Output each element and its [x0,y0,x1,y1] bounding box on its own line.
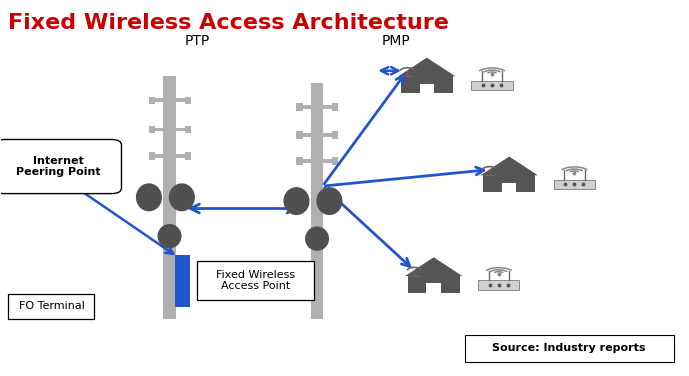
Polygon shape [398,58,455,76]
Bar [483,175,535,192]
Bar [296,103,302,111]
Bar [149,127,190,131]
Text: PMP: PMP [382,34,411,48]
Bar [296,132,302,139]
Bar [149,152,155,160]
Bar [420,84,434,93]
Text: Source: Industry reports: Source: Industry reports [492,344,646,353]
Ellipse shape [169,183,195,211]
Polygon shape [480,156,538,175]
Text: Fixed Wireless Access Architecture: Fixed Wireless Access Architecture [8,12,449,33]
Bar [149,97,155,104]
Text: Internet
Peering Point: Internet Peering Point [16,156,101,177]
Bar [502,183,517,192]
Text: Fixed Wireless
Access Point: Fixed Wireless Access Point [216,270,295,291]
FancyBboxPatch shape [0,139,121,194]
Bar [185,152,191,160]
Bar [332,132,338,139]
Bar [175,255,190,308]
Bar [296,159,338,163]
Ellipse shape [136,183,162,211]
Bar [332,158,338,165]
FancyBboxPatch shape [197,261,313,300]
Bar [185,126,191,133]
Bar [149,126,155,133]
Bar [332,103,338,111]
Ellipse shape [158,224,181,248]
Bar [311,83,323,318]
Ellipse shape [283,187,309,215]
Bar [408,276,460,293]
Polygon shape [405,257,462,276]
FancyBboxPatch shape [464,335,674,362]
Ellipse shape [316,187,342,215]
Ellipse shape [305,227,329,251]
Bar [478,280,520,290]
Bar [163,76,176,318]
Bar [401,76,453,93]
Bar [296,105,338,109]
Bar [185,97,191,104]
Bar [296,158,302,165]
Text: FO Terminal: FO Terminal [19,301,85,311]
Bar [554,180,595,189]
Bar [426,284,441,293]
Text: PTP: PTP [185,34,209,48]
Bar [149,99,190,102]
FancyBboxPatch shape [8,294,94,318]
Bar [471,81,513,90]
Bar [149,154,190,158]
Bar [296,133,338,137]
